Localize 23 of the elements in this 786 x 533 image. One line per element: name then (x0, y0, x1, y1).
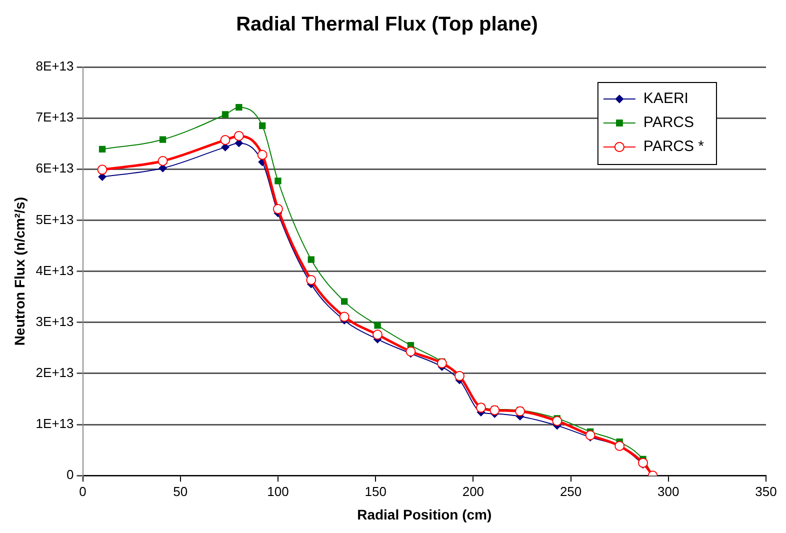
y-tick-label: 1E+13 (36, 416, 74, 432)
x-axis-title: Radial Position (cm) (357, 506, 492, 522)
x-tick-label: 50 (173, 484, 188, 499)
y-tick-label: 3E+13 (36, 314, 74, 329)
legend-label: PARCS * (643, 138, 704, 156)
y-axis-title: Neutron Flux (n/cm²/s) (11, 197, 28, 346)
x-tick-label: 200 (462, 484, 484, 499)
x-tick-label: 0 (79, 484, 86, 499)
y-tick-label: 2E+13 (36, 365, 74, 380)
x-tick-label: 250 (560, 484, 582, 499)
y-tick-label: 7E+13 (36, 110, 74, 125)
y-tick-label: 4E+13 (36, 262, 74, 278)
x-tick-label: 150 (364, 484, 386, 499)
legend-label: KAERI (643, 90, 688, 108)
legend-label: PARCS (643, 114, 694, 132)
chart-title: Radial Thermal Flux (Top plane) (236, 14, 538, 36)
y-tick-label: 8E+13 (36, 58, 74, 74)
x-tick-label: 100 (267, 484, 289, 499)
x-tick-label: 350 (755, 484, 777, 499)
y-tick-label: 0 (66, 467, 74, 482)
y-tick-label: 6E+13 (36, 160, 74, 176)
y-tick-label: 5E+13 (36, 212, 74, 227)
x-tick-label: 300 (658, 484, 680, 499)
